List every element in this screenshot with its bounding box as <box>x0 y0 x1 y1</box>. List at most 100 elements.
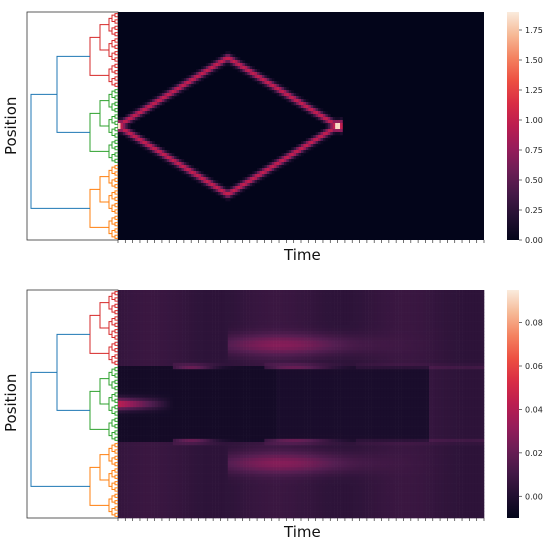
heatmap-cell <box>252 471 255 474</box>
heatmap-cell <box>274 477 277 480</box>
heatmap-cell <box>274 338 277 341</box>
heatmap-cell <box>238 183 241 186</box>
heatmap-cell <box>255 366 258 369</box>
heatmap-cell <box>169 159 172 162</box>
heatmap-cell <box>164 385 167 388</box>
heatmap-cell <box>210 483 213 486</box>
heatmap-cell <box>222 509 225 512</box>
heatmap-cell <box>155 296 158 299</box>
heatmap-cell <box>139 369 142 372</box>
heatmap-cell <box>235 60 238 63</box>
heatmap-cell <box>203 502 206 505</box>
heatmap-cell <box>252 398 255 401</box>
heatmap-cell <box>194 306 197 309</box>
heatmap-cell <box>303 108 306 111</box>
heatmap-cell <box>261 448 264 451</box>
heatmap-cell <box>219 309 222 312</box>
heatmap-cell <box>283 505 286 508</box>
heatmap-cell <box>130 312 133 315</box>
heatmap-cell <box>173 414 176 417</box>
heatmap-cell <box>155 347 158 350</box>
heatmap-cell <box>274 452 277 455</box>
heatmap-cell <box>210 379 213 382</box>
heatmap-cell <box>289 96 292 99</box>
heatmap-cell <box>133 366 136 369</box>
heatmap-cell <box>121 420 124 423</box>
heatmap-cell <box>231 322 234 325</box>
heatmap-cell <box>206 398 209 401</box>
heatmap-cell <box>197 398 200 401</box>
heatmap-cell <box>231 379 234 382</box>
heatmap-cell <box>228 461 231 464</box>
heatmap-cell <box>258 366 261 369</box>
heatmap-cell <box>243 303 246 306</box>
heatmap-cell <box>158 328 161 331</box>
heatmap-cell <box>176 363 179 366</box>
heatmap-cell <box>277 423 280 426</box>
heatmap-cell <box>219 341 222 344</box>
heatmap-cell <box>222 353 225 356</box>
heatmap-cell <box>197 509 200 512</box>
heatmap-cell <box>124 477 127 480</box>
heatmap-cell <box>294 150 297 153</box>
heatmap-cell <box>210 347 213 350</box>
heatmap-cell <box>149 458 152 461</box>
heatmap-cell <box>197 499 200 502</box>
heatmap-cell <box>240 502 243 505</box>
heatmap-cell <box>223 192 226 195</box>
heatmap-cell <box>167 156 170 159</box>
heatmap-cell <box>133 515 136 518</box>
heatmap-cell <box>281 87 284 90</box>
heatmap-cell <box>261 353 264 356</box>
heatmap-cell <box>176 445 179 448</box>
heatmap-cell <box>155 480 158 483</box>
heatmap-cell <box>240 448 243 451</box>
heatmap-cell <box>250 69 253 72</box>
heatmap-cell <box>152 300 155 303</box>
heatmap-cell <box>170 385 173 388</box>
heatmap-cell <box>145 344 148 347</box>
heatmap-cell <box>233 66 236 69</box>
heatmap-cell <box>216 357 219 360</box>
heatmap-cell <box>258 331 261 334</box>
dendrogram-link <box>115 14 118 17</box>
heatmap-cell <box>155 512 158 515</box>
heatmap-cell <box>182 338 185 341</box>
heatmap-cell <box>234 448 237 451</box>
heatmap-cell <box>185 331 188 334</box>
heatmap-cell <box>240 493 243 496</box>
heatmap-cell <box>261 357 264 360</box>
heatmap-cell <box>264 499 267 502</box>
heatmap-cell <box>124 452 127 455</box>
heatmap-cell <box>296 96 299 99</box>
heatmap-cell <box>155 325 158 328</box>
heatmap-cell <box>118 464 121 467</box>
heatmap-cell <box>167 385 170 388</box>
heatmap-cell <box>225 376 228 379</box>
heatmap-cell <box>158 471 161 474</box>
heatmap-cell <box>173 505 176 508</box>
heatmap-cell <box>167 391 170 394</box>
heatmap-cell <box>158 322 161 325</box>
heatmap-cell <box>152 150 155 153</box>
heatmap-cell <box>274 433 277 436</box>
heatmap-cell <box>136 423 139 426</box>
heatmap-cell <box>167 480 170 483</box>
heatmap-cell <box>338 126 341 129</box>
heatmap-cell <box>176 458 179 461</box>
heatmap-cell <box>234 464 237 467</box>
heatmap-cell <box>167 448 170 451</box>
heatmap-cell <box>194 445 197 448</box>
heatmap-cell <box>264 509 267 512</box>
heatmap-cell <box>225 54 228 57</box>
heatmap-cell <box>228 439 231 442</box>
dendrogram-link <box>115 58 118 61</box>
heatmap-cell <box>182 480 185 483</box>
heatmap-cell <box>261 303 264 306</box>
heatmap-cell <box>237 474 240 477</box>
heatmap-cell <box>271 325 274 328</box>
heatmap-cell <box>152 315 155 318</box>
heatmap-cell <box>249 480 252 483</box>
heatmap-cell <box>280 417 283 420</box>
heatmap-cell <box>197 407 200 410</box>
